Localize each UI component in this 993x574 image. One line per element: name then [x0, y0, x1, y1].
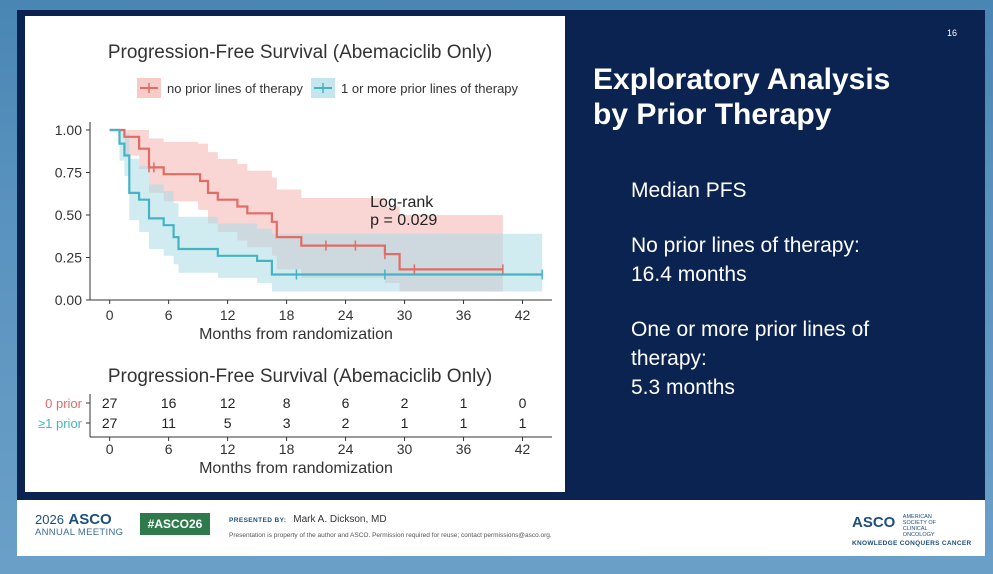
group1-value: 16.4 months	[631, 263, 747, 286]
group2-label-line1: One or more prior lines of	[631, 318, 870, 341]
risk-count: 3	[283, 415, 291, 431]
median-pfs-summary: Median PFS No prior lines of therapy: 16…	[631, 176, 951, 402]
meeting-year: 2026	[35, 512, 64, 527]
logrank-label: Log-rank	[370, 194, 434, 211]
group1-label: No prior lines of therapy:	[631, 234, 860, 257]
x-tick-label: 30	[397, 307, 413, 323]
slide: Progression-Free Survival (Abemaciclib O…	[17, 10, 985, 556]
x-tick-label: 12	[220, 307, 236, 323]
km-chart: Progression-Free Survival (Abemaciclib O…	[38, 42, 552, 477]
meeting-sub: ANNUAL MEETING	[35, 527, 124, 538]
disclaimer: Presentation is property of the author a…	[229, 532, 552, 539]
presented-by-label: PRESENTED BY:	[229, 517, 287, 524]
y-tick-label: 0.00	[55, 292, 82, 308]
risk-count: 27	[102, 395, 118, 411]
annual-meeting-logo: 2026 ASCO ANNUAL MEETING	[35, 511, 124, 539]
asco-logo: ASCO AMERICAN SOCIETY OF CLINICAL ONCOLO…	[852, 514, 971, 547]
asco-logo-small: AMERICAN SOCIETY OF CLINICAL ONCOLOGY	[902, 514, 937, 538]
x-tick-label: 0	[106, 307, 114, 323]
risk-count: 1	[460, 415, 468, 431]
group2-label-line2: therapy:	[631, 347, 707, 370]
risk-row-label: 0 prior	[45, 396, 83, 411]
risk-x-tick-label: 24	[338, 441, 354, 457]
risk-count: 0	[519, 395, 527, 411]
presenter-name: Mark A. Dickson, MD	[293, 514, 387, 525]
y-tick-label: 1.00	[55, 122, 82, 138]
risk-count: 2	[401, 395, 409, 411]
risk-count: 2	[342, 415, 350, 431]
hashtag-badge: #ASCO26	[140, 513, 210, 535]
risk-count: 12	[220, 395, 236, 411]
risk-x-tick-label: 0	[106, 441, 114, 457]
logrank-pvalue: p = 0.029	[370, 212, 437, 229]
median-pfs-label: Median PFS	[631, 179, 747, 202]
risk-x-tick-label: 42	[515, 441, 531, 457]
slide-title-line2: by Prior Therapy	[593, 98, 832, 131]
legend-label-0: no prior lines of therapy	[167, 81, 303, 96]
x-tick-label: 36	[456, 307, 472, 323]
risk-table-title: Progression-Free Survival (Abemaciclib O…	[108, 366, 492, 387]
y-tick-label: 0.50	[55, 207, 82, 223]
legend-label-1: 1 or more prior lines of therapy	[341, 81, 519, 96]
risk-x-tick-label: 18	[279, 441, 295, 457]
group2-value: 5.3 months	[631, 376, 735, 399]
x-tick-label: 6	[165, 307, 173, 323]
risk-count: 1	[401, 415, 409, 431]
risk-x-tick-label: 36	[456, 441, 472, 457]
risk-count: 5	[224, 415, 232, 431]
meeting-org: ASCO	[68, 511, 112, 528]
x-axis-label: Months from randomization	[199, 326, 393, 343]
y-tick-label: 0.25	[55, 250, 82, 266]
risk-count: 6	[342, 395, 350, 411]
page-number: 16	[947, 28, 958, 38]
survival-curve-1	[109, 128, 543, 276]
risk-x-tick-label: 6	[165, 441, 173, 457]
risk-count: 1	[460, 395, 468, 411]
risk-row-label: ≥1 prior	[38, 416, 83, 431]
risk-count: 16	[161, 395, 177, 411]
chart-title: Progression-Free Survival (Abemaciclib O…	[108, 42, 492, 63]
risk-count: 8	[283, 395, 291, 411]
x-tick-label: 24	[338, 307, 354, 323]
risk-count: 11	[161, 415, 176, 431]
slide-title-line1: Exploratory Analysis	[593, 63, 891, 96]
x-tick-label: 42	[515, 307, 531, 323]
risk-count: 1	[519, 415, 527, 431]
survival-curve-0	[109, 128, 503, 271]
risk-x-axis-label: Months from randomization	[199, 460, 393, 477]
asco-logo-text: ASCO	[852, 514, 896, 531]
y-tick-label: 0.75	[55, 165, 82, 181]
slide-title: Exploratory Analysis by Prior Therapy	[593, 62, 963, 132]
risk-x-tick-label: 12	[220, 441, 236, 457]
km-chart-panel: Progression-Free Survival (Abemaciclib O…	[25, 16, 565, 492]
risk-count: 27	[102, 415, 118, 431]
risk-x-tick-label: 30	[397, 441, 413, 457]
x-tick-label: 18	[279, 307, 295, 323]
asco-tagline: KNOWLEDGE CONQUERS CANCER	[852, 540, 972, 547]
footer-bar: 2026 ASCO ANNUAL MEETING #ASCO26 PRESENT…	[17, 500, 985, 556]
presenter-line: PRESENTED BY: Mark A. Dickson, MD	[229, 514, 387, 525]
